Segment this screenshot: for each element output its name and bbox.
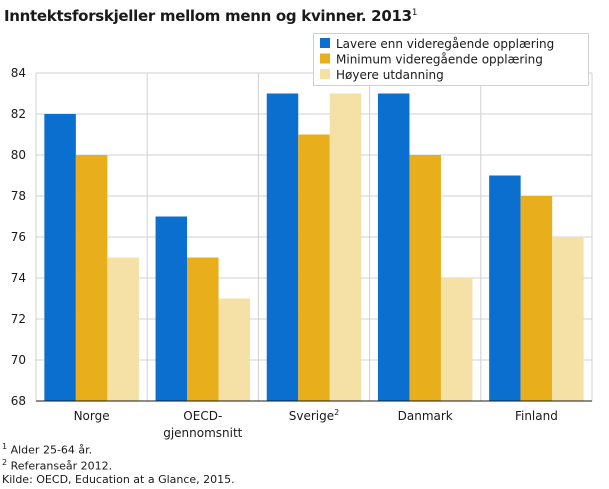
source-note: Kilde: OECD, Education at a Glance, 2015…	[2, 473, 235, 486]
x-tick-label: Sverige2	[289, 408, 339, 423]
bar	[75, 155, 108, 401]
legend-label: Minimum videregående opplæring	[336, 53, 543, 67]
y-tick-label: 78	[11, 189, 26, 203]
y-tick-label: 84	[11, 66, 26, 80]
footnote-2: 2 Referanseår 2012.	[2, 458, 113, 473]
legend-swatch	[320, 69, 330, 79]
bar	[44, 114, 76, 401]
x-tick-label-footnote-marker: 2	[334, 408, 339, 417]
legend-box	[313, 33, 589, 86]
y-tick-label: 80	[11, 148, 26, 162]
bar	[298, 134, 330, 401]
x-tick-label: gjennomsnitt	[163, 426, 242, 440]
x-tick-label: Danmark	[398, 409, 453, 423]
bar	[329, 93, 362, 401]
legend-label: Høyere utdanning	[336, 68, 444, 82]
footnote-1: 1 Alder 25-64 år.	[2, 442, 93, 457]
bar	[155, 216, 188, 401]
bar	[187, 257, 219, 401]
legend: Lavere enn videregående opplæring Minimum…	[313, 33, 589, 86]
legend-swatch	[320, 38, 330, 48]
y-tick-label: 72	[11, 312, 26, 326]
bar	[409, 155, 441, 401]
y-tick-label: 68	[11, 394, 26, 408]
bar	[440, 278, 473, 401]
legend-swatch	[320, 53, 330, 64]
y-tick-label: 76	[11, 230, 26, 244]
bar	[520, 196, 553, 401]
bar	[489, 175, 521, 401]
bar	[107, 257, 139, 401]
bar	[552, 237, 584, 401]
x-tick-label: OECD-	[183, 409, 222, 423]
chart-title: Inntektsforskjeller mellom menn og kvinn…	[4, 7, 418, 25]
y-tick-label: 82	[11, 107, 26, 121]
x-tick-label: Norge	[74, 409, 110, 423]
y-axis-ticks: 68 70 72 74 76 78 80 82 84	[11, 66, 26, 408]
y-tick-label: 74	[11, 271, 26, 285]
bar	[377, 93, 410, 401]
x-axis-labels: Norge OECD-gjennomsnitt Sverige2 Danmark Fin…	[74, 408, 558, 440]
bars	[36, 93, 592, 402]
y-tick-label: 70	[11, 353, 26, 367]
bar	[218, 298, 251, 401]
title-footnote-marker: 1	[411, 8, 418, 18]
legend-label: Lavere enn videregående opplæring	[336, 37, 554, 51]
x-tick-label: Finland	[515, 409, 558, 423]
bar	[266, 93, 299, 401]
